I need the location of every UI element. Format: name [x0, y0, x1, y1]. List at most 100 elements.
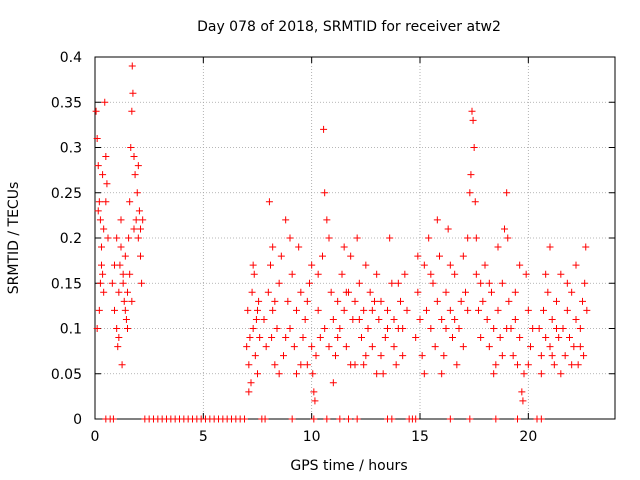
data-point	[459, 343, 467, 351]
data-point	[95, 198, 103, 206]
data-point	[566, 334, 573, 342]
data-point	[362, 352, 370, 360]
data-point	[103, 180, 111, 188]
data-point	[496, 334, 504, 342]
data-point	[568, 361, 576, 369]
data-point	[467, 171, 475, 179]
data-point	[288, 270, 296, 278]
data-point	[92, 107, 100, 115]
data-point	[126, 198, 134, 206]
data-point	[485, 279, 493, 287]
data-point	[572, 261, 580, 269]
data-point	[241, 415, 248, 423]
x-tick-label: 10	[303, 429, 321, 445]
data-point	[246, 334, 254, 342]
data-point	[309, 370, 317, 378]
data-point	[293, 306, 300, 314]
data-point	[93, 134, 101, 142]
data-point	[390, 343, 398, 351]
data-point	[323, 216, 331, 224]
data-point	[485, 343, 493, 351]
data-point	[576, 325, 584, 332]
data-point	[472, 234, 480, 242]
data-point	[125, 234, 133, 242]
data-point	[366, 288, 374, 296]
data-point	[429, 279, 437, 287]
data-point	[488, 288, 495, 296]
data-point	[403, 306, 411, 314]
data-point	[394, 279, 402, 287]
data-point	[295, 243, 303, 251]
data-point	[308, 261, 316, 269]
data-point	[130, 153, 138, 161]
data-point	[498, 352, 506, 360]
data-point	[124, 288, 131, 296]
data-point	[126, 270, 134, 278]
data-point	[550, 361, 558, 369]
data-point	[442, 325, 450, 332]
data-point	[332, 352, 339, 360]
data-point	[351, 297, 359, 305]
data-point	[121, 306, 129, 314]
data-point	[579, 297, 586, 305]
data-point	[509, 352, 517, 360]
data-point	[312, 352, 320, 360]
data-point	[137, 225, 144, 233]
data-point	[111, 306, 118, 314]
data-point	[130, 225, 138, 233]
data-point	[505, 297, 513, 305]
data-point	[133, 189, 141, 197]
data-point	[314, 306, 322, 314]
data-point	[453, 361, 461, 369]
data-point	[490, 325, 498, 332]
data-point	[546, 243, 554, 251]
data-point	[414, 252, 422, 260]
data-point	[282, 334, 290, 342]
data-point	[303, 297, 311, 305]
data-point	[501, 225, 508, 233]
data-point	[102, 153, 110, 161]
data-point	[336, 325, 344, 332]
data-point	[377, 297, 385, 305]
data-point	[397, 297, 404, 305]
data-point	[108, 279, 116, 287]
data-point	[261, 415, 269, 423]
data-point	[379, 370, 387, 378]
data-point	[96, 216, 104, 224]
data-point	[519, 397, 527, 405]
data-point	[250, 270, 258, 278]
data-point	[457, 297, 465, 305]
data-point	[290, 343, 298, 351]
data-point	[516, 261, 524, 269]
data-point	[381, 334, 389, 342]
data-point	[286, 325, 294, 332]
data-point	[316, 334, 324, 342]
data-point	[553, 297, 560, 305]
data-point	[462, 288, 469, 296]
data-point	[244, 306, 252, 314]
data-point	[570, 343, 578, 351]
y-tick-label: 0	[73, 412, 82, 428]
data-point	[96, 279, 104, 287]
data-point	[111, 261, 118, 269]
data-point	[557, 270, 565, 278]
data-point	[325, 234, 333, 242]
data-point	[113, 325, 121, 332]
data-point	[104, 234, 112, 242]
y-tick-label: 0.1	[60, 322, 82, 338]
data-point	[444, 225, 452, 233]
data-point	[245, 388, 253, 396]
data-point	[377, 352, 385, 360]
grid-lines	[95, 57, 615, 419]
data-point	[321, 325, 329, 332]
data-point	[553, 325, 560, 332]
data-point	[368, 306, 376, 314]
x-tick-label: 0	[91, 429, 100, 445]
data-point	[115, 334, 123, 342]
x-axis-label: GPS time / hours	[290, 458, 407, 474]
data-point	[420, 370, 428, 378]
data-point	[119, 279, 127, 287]
data-point	[483, 315, 491, 323]
data-point	[117, 216, 125, 224]
